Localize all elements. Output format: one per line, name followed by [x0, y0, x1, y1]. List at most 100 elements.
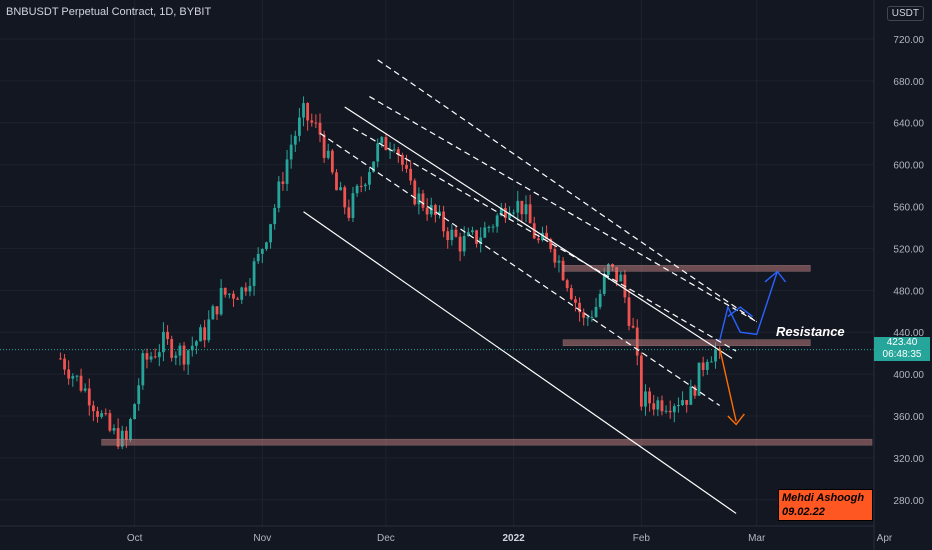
candle-body: [92, 405, 95, 412]
candle-body: [256, 253, 260, 262]
y-tick-label: 640.00: [893, 119, 924, 130]
candle-body: [590, 316, 594, 318]
candle-body: [248, 285, 252, 292]
x-tick-label: Nov: [253, 533, 271, 544]
candle-body: [574, 299, 577, 303]
candle-body: [405, 164, 408, 169]
candle-body: [203, 327, 207, 341]
x-tick-label: Apr: [877, 533, 893, 544]
blue-arrow-head-2[interactable]: [764, 270, 787, 283]
price-axis[interactable]: 280.00 320.00 360.00 400.00 440.00 480.00 520.…: [873, 0, 932, 550]
candle-body: [174, 355, 178, 358]
candle-body: [232, 293, 235, 299]
candle-body: [532, 223, 536, 239]
channel-inner-dashed-2[interactable]: [352, 127, 737, 352]
last-price: 423.40: [886, 337, 918, 348]
candle-body: [157, 352, 161, 358]
orange-arrow-head[interactable]: [727, 413, 745, 426]
candle-body: [186, 350, 190, 365]
horizontal-zone[interactable]: [562, 339, 811, 347]
candle-body: [644, 391, 647, 407]
candle-body: [71, 376, 75, 379]
candle-body: [528, 204, 532, 224]
candle-body: [223, 287, 227, 295]
x-tick-label: Mar: [748, 533, 766, 544]
horizontal-zone[interactable]: [562, 265, 811, 272]
candle-body: [83, 388, 87, 391]
time-axis[interactable]: Oct Nov Dec 2022 Feb Mar Apr: [0, 525, 893, 544]
currency-button[interactable]: USDT: [886, 6, 924, 21]
candle-body: [318, 122, 322, 135]
candle-body: [372, 161, 375, 173]
candle-body: [153, 356, 157, 358]
candle-body: [433, 205, 437, 216]
candle-body: [281, 181, 285, 184]
candle-body: [425, 207, 429, 215]
channel-inner-dashed-1[interactable]: [319, 132, 720, 407]
candle-body: [124, 430, 128, 440]
candle-body: [75, 375, 79, 377]
candle-body: [668, 410, 672, 413]
symbol-title: BNBUSDT Perpetual Contract, 1D, BYBIT: [6, 6, 212, 18]
candle-body: [677, 404, 680, 407]
candle-body: [79, 375, 83, 391]
candle-body: [129, 419, 132, 440]
candle-body: [207, 319, 211, 341]
candle-body: [495, 215, 499, 227]
candle-body: [516, 200, 520, 213]
candle-body: [211, 306, 215, 320]
candle-body: [326, 150, 330, 158]
candle-body: [384, 137, 388, 151]
blue-projection-arrow[interactable]: [718, 271, 778, 341]
candle-body: [100, 413, 104, 417]
candle-body: [483, 227, 487, 238]
candle-body: [615, 266, 619, 282]
candle-body: [458, 236, 462, 252]
candle-body: [701, 362, 705, 370]
author-signature: Mehdi Ashoogh 09.02.22: [778, 489, 873, 521]
candle-body: [631, 325, 635, 328]
y-tick-label: 560.00: [893, 203, 924, 214]
candle-body: [512, 212, 516, 214]
channel-outer-dashed[interactable]: [377, 59, 758, 323]
last-price-label: 423.40 06:48:35: [874, 337, 930, 361]
candle-body: [660, 400, 664, 412]
orange-projection-arrow[interactable]: [718, 347, 737, 422]
x-tick-label: Feb: [633, 533, 651, 544]
candle-body: [277, 181, 281, 208]
candle-body: [219, 287, 223, 315]
candle-body: [466, 232, 470, 237]
candle-body: [347, 207, 351, 218]
price-axis-bg: [874, 0, 932, 550]
candle-body: [240, 287, 244, 300]
candle-body: [322, 134, 326, 158]
candle-body: [504, 208, 507, 219]
candle-body: [710, 361, 713, 363]
blue-arrow-head-1[interactable]: [727, 306, 754, 318]
candle-body: [195, 341, 198, 346]
candle-body: [87, 388, 91, 406]
horizontal-zone[interactable]: [101, 438, 873, 446]
candle-body: [487, 227, 491, 229]
candle-body: [409, 168, 413, 181]
channel-upper-line[interactable]: [344, 106, 733, 359]
candle-body: [697, 362, 701, 396]
channel-inner-dashed-3[interactable]: [369, 96, 758, 323]
candle-body: [215, 306, 219, 315]
candle-body: [363, 184, 367, 187]
candle-body: [454, 229, 458, 237]
candle-body: [260, 249, 264, 254]
candle-body: [343, 187, 347, 208]
candle-body: [162, 331, 165, 353]
candle-body: [314, 122, 318, 124]
candle-body: [145, 353, 149, 360]
channel-lower-line[interactable]: [303, 211, 737, 514]
candle-body: [565, 280, 569, 289]
candle-body: [96, 411, 99, 417]
candle-body: [627, 297, 631, 326]
candle-body: [582, 312, 586, 318]
candle-body: [401, 155, 404, 165]
candle-body: [339, 187, 342, 191]
candle-body: [368, 172, 371, 185]
